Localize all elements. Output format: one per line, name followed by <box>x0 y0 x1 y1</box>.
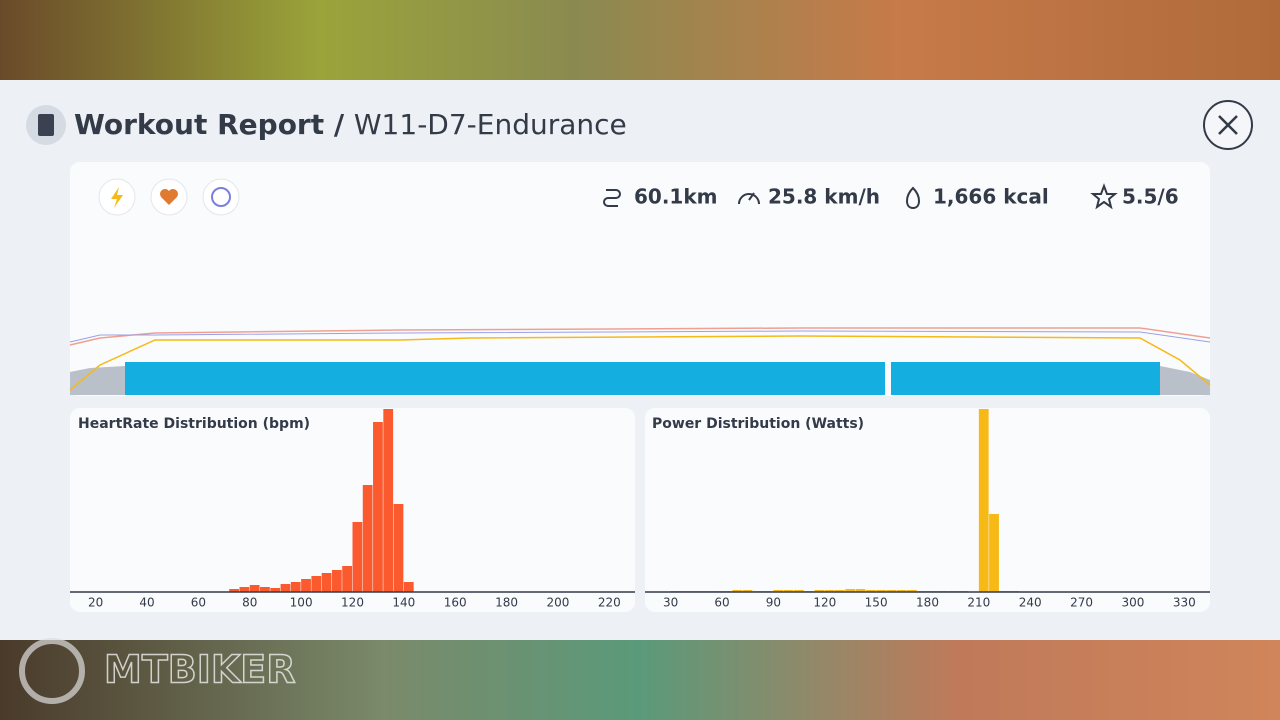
report-icon-glyph <box>38 114 54 136</box>
rating-stat: 5.5/6 <box>1122 185 1179 209</box>
background-bottom <box>0 640 1280 720</box>
distance-icon <box>603 189 621 207</box>
bar <box>342 566 352 592</box>
chart-title: HeartRate Distribution (bpm) <box>78 416 310 432</box>
watermark-logo <box>19 638 85 704</box>
bar <box>978 409 989 592</box>
cadence-tab[interactable] <box>202 178 240 216</box>
x-tick-label: 120 <box>341 596 364 610</box>
x-tick-label: 160 <box>444 596 467 610</box>
timeline-cadence <box>69 330 1211 343</box>
power-card <box>645 408 1210 612</box>
speed-icon <box>738 192 760 205</box>
x-tick-label: 270 <box>1070 596 1093 610</box>
energy-stat: 1,666 kcal <box>933 185 1049 209</box>
heart-icon <box>160 188 178 205</box>
bar <box>229 589 239 592</box>
bar <box>362 485 373 592</box>
bar <box>814 590 825 592</box>
bar <box>793 590 804 592</box>
x-tick-label: 300 <box>1122 596 1145 610</box>
x-tick-label: 180 <box>495 596 518 610</box>
close-icon <box>1218 115 1238 135</box>
bar <box>876 590 886 592</box>
x-tick-label: 20 <box>88 596 103 610</box>
power-icon <box>111 187 123 208</box>
bar <box>270 588 281 592</box>
bar <box>783 590 794 592</box>
workout-timeline <box>69 327 1211 395</box>
timeline-power <box>69 335 1211 391</box>
watermark: MTBIKER <box>104 648 296 692</box>
x-tick-label: 90 <box>766 596 781 610</box>
x-tick-label: 120 <box>813 596 836 610</box>
x-tick-label: 180 <box>916 596 939 610</box>
bar <box>280 584 291 592</box>
energy-icon <box>906 186 920 210</box>
x-tick-label: 330 <box>1173 596 1196 610</box>
speed-stat: 25.8 km/h <box>768 185 880 209</box>
distance-stat: 60.1km <box>634 185 718 209</box>
bar <box>855 589 866 592</box>
heartrate-card <box>70 408 635 612</box>
x-tick-label: 40 <box>139 596 154 610</box>
timeline-area <box>125 362 1160 395</box>
bar <box>896 590 907 592</box>
timeline-gap <box>885 362 891 395</box>
x-tick-label: 240 <box>1019 596 1042 610</box>
bar <box>906 590 917 592</box>
x-tick-label: 80 <box>242 596 257 610</box>
x-tick-label: 60 <box>191 596 206 610</box>
bar <box>824 590 835 592</box>
x-tick-label: 100 <box>290 596 313 610</box>
bar <box>290 582 301 592</box>
x-tick-label: 60 <box>714 596 729 610</box>
summary-card <box>70 162 1210 396</box>
x-tick-label: 210 <box>967 596 990 610</box>
bar <box>331 570 342 592</box>
timeline-heart <box>69 327 1211 346</box>
title: Workout Report / W11-D7-Endurance <box>74 108 627 141</box>
bar <box>383 409 394 592</box>
bar <box>732 590 743 592</box>
bar <box>989 514 999 592</box>
bar <box>403 582 414 592</box>
bar <box>373 422 383 592</box>
bar <box>321 573 332 592</box>
bar <box>835 590 845 592</box>
bar <box>393 504 404 592</box>
timeline-warmup <box>70 366 125 395</box>
rating-icon <box>1090 183 1118 210</box>
bar <box>845 589 856 592</box>
bar <box>865 590 876 592</box>
timeline-cooldown <box>1160 366 1210 395</box>
bar <box>742 590 753 592</box>
bar <box>249 585 260 592</box>
x-tick-label: 30 <box>663 596 678 610</box>
x-tick-label: 200 <box>547 596 570 610</box>
bar <box>260 587 270 592</box>
x-tick-label: 150 <box>865 596 888 610</box>
x-tick-label: 140 <box>392 596 415 610</box>
bar <box>886 590 897 592</box>
bar <box>352 522 363 592</box>
bar <box>301 579 311 592</box>
x-tick-label: 220 <box>598 596 621 610</box>
bar <box>773 590 784 592</box>
chart-title: Power Distribution (Watts) <box>652 416 864 432</box>
bar <box>311 576 322 592</box>
bar <box>239 587 250 592</box>
cadence-icon <box>211 187 231 207</box>
